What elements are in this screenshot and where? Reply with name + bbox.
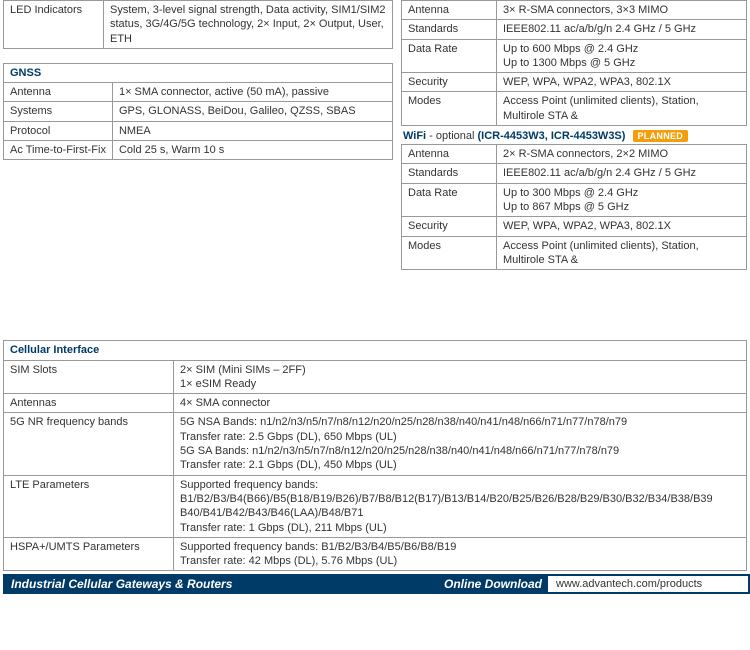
gnss-table: GNSS Antenna1× SMA connector, active (50…: [3, 63, 393, 160]
planned-badge: PLANNED: [633, 130, 689, 142]
wifi-optional-title: WiFi - optional (ICR-4453W3, ICR-4453W3S…: [401, 126, 747, 144]
table-row-value: 5G NSA Bands: n1/n2/n3/n5/n7/n8/n12/n20/…: [174, 413, 747, 475]
table-row-value: Cold 25 s, Warm 10 s: [112, 141, 392, 160]
table-row-value: WEP, WPA, WPA2, WPA3, 802.1X: [497, 73, 747, 92]
table-row-value: GPS, GLONASS, BeiDou, Galileo, QZSS, SBA…: [112, 102, 392, 121]
footer-bar: Industrial Cellular Gateways & Routers O…: [3, 574, 750, 594]
cellular-table: Cellular Interface SIM Slots2× SIM (Mini…: [3, 340, 747, 571]
table-row-value: NMEA: [112, 121, 392, 140]
led-value: System, 3-level signal strength, Data ac…: [104, 1, 393, 49]
table-row-value: Up to 600 Mbps @ 2.4 GHz Up to 1300 Mbps…: [497, 39, 747, 73]
table-row-value: IEEE802.11 ac/a/b/g/n 2.4 GHz / 5 GHz: [497, 20, 747, 39]
led-table: LED Indicators System, 3-level signal st…: [3, 0, 393, 49]
table-row-value: 3× R-SMA connectors, 3×3 MIMO: [497, 1, 747, 20]
footer-url[interactable]: www.advantech.com/products: [548, 576, 748, 592]
table-row-label: Systems: [4, 102, 113, 121]
table-row-label: Modes: [402, 92, 497, 126]
cellular-header: Cellular Interface: [4, 341, 747, 360]
led-label: LED Indicators: [4, 1, 104, 49]
wifi-models: (ICR-4453W3, ICR-4453W3S): [478, 130, 626, 142]
table-row-value: 4× SMA connector: [174, 394, 747, 413]
table-row-label: Modes: [402, 236, 497, 270]
table-row-value: Supported frequency bands: B1/B2/B3/B4/B…: [174, 537, 747, 571]
wifi-optional-table: Antenna2× R-SMA connectors, 2×2 MIMO Sta…: [401, 144, 747, 270]
table-row-value: Up to 300 Mbps @ 2.4 GHz Up to 867 Mbps …: [497, 183, 747, 217]
table-row-label: Data Rate: [402, 183, 497, 217]
table-row-label: Antenna: [402, 1, 497, 20]
wifi-title-prefix: WiFi: [403, 130, 426, 142]
gnss-header: GNSS: [4, 63, 393, 82]
table-row-label: Protocol: [4, 121, 113, 140]
table-row-label: Security: [402, 217, 497, 236]
table-row-label: Antenna: [4, 83, 113, 102]
table-row-label: Security: [402, 73, 497, 92]
table-row-label: LTE Parameters: [4, 475, 174, 537]
table-row-label: Standards: [402, 20, 497, 39]
table-row-value: IEEE802.11 ac/a/b/g/n 2.4 GHz / 5 GHz: [497, 164, 747, 183]
table-row-value: WEP, WPA, WPA2, WPA3, 802.1X: [497, 217, 747, 236]
table-row-value: Access Point (unlimited clients), Statio…: [497, 92, 747, 126]
table-row-value: 2× R-SMA connectors, 2×2 MIMO: [497, 145, 747, 164]
table-row-label: Ac Time-to-First-Fix: [4, 141, 113, 160]
wifi-optional-text: - optional: [426, 130, 474, 142]
table-row-label: Antennas: [4, 394, 174, 413]
wifi-top-table: Antenna3× R-SMA connectors, 3×3 MIMO Sta…: [401, 0, 747, 126]
table-row-value: Access Point (unlimited clients), Statio…: [497, 236, 747, 270]
table-row-value: 1× SMA connector, active (50 mA), passiv…: [112, 83, 392, 102]
table-row-label: Antenna: [402, 145, 497, 164]
table-row-value: 2× SIM (Mini SIMs – 2FF) 1× eSIM Ready: [174, 360, 747, 394]
table-row-value: Supported frequency bands: B1/B2/B3/B4(B…: [174, 475, 747, 537]
table-row-label: HSPA+/UMTS Parameters: [4, 537, 174, 571]
footer-left-text: Industrial Cellular Gateways & Routers: [3, 577, 438, 591]
table-row-label: Data Rate: [402, 39, 497, 73]
table-row-label: Standards: [402, 164, 497, 183]
footer-download-label: Online Download: [438, 577, 548, 591]
table-row-label: SIM Slots: [4, 360, 174, 394]
table-row-label: 5G NR frequency bands: [4, 413, 174, 475]
